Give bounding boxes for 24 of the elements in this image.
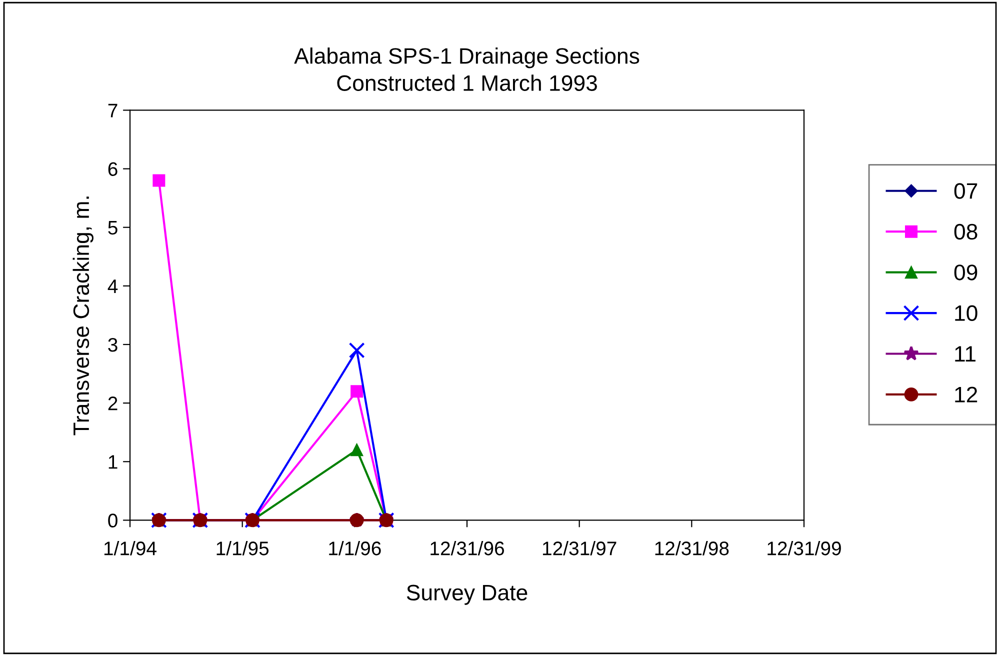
y-tick-label: 4 — [108, 280, 118, 293]
y-tick-label: 1 — [108, 455, 118, 469]
x-tick-label: 12/31/97 — [542, 541, 616, 556]
y-tick-label: 5 — [108, 221, 118, 235]
x-tick-label: 1/1/96 — [329, 541, 381, 556]
y-tick-label: 3 — [108, 338, 118, 352]
y-axis-title: Transverse Cracking, m. — [72, 196, 94, 436]
legend-label: 09 — [954, 264, 978, 280]
x-tick-label: 1/1/94 — [104, 541, 156, 556]
x-tick-label: 12/31/96 — [430, 541, 504, 556]
x-axis-title: Survey Date — [406, 584, 528, 605]
legend-label: 12 — [955, 386, 978, 402]
legend-label: 07 — [954, 183, 978, 199]
x-tick-label: 1/1/95 — [216, 541, 269, 556]
legend-label: 08 — [954, 224, 978, 240]
legend-label: 11 — [955, 346, 976, 362]
legend-label: 10 — [955, 305, 978, 322]
y-tick-label: 2 — [108, 396, 118, 410]
y-tick-label: 0 — [108, 514, 118, 528]
chart-title: Alabama SPS-1 Drainage Sections Constructed 1 March 1993 — [294, 48, 640, 91]
x-tick-label: 12/31/99 — [768, 541, 841, 556]
x-tick-label: 12/31/98 — [655, 541, 729, 556]
y-tick-label: 7 — [108, 104, 118, 118]
y-tick-label: 6 — [108, 162, 118, 176]
